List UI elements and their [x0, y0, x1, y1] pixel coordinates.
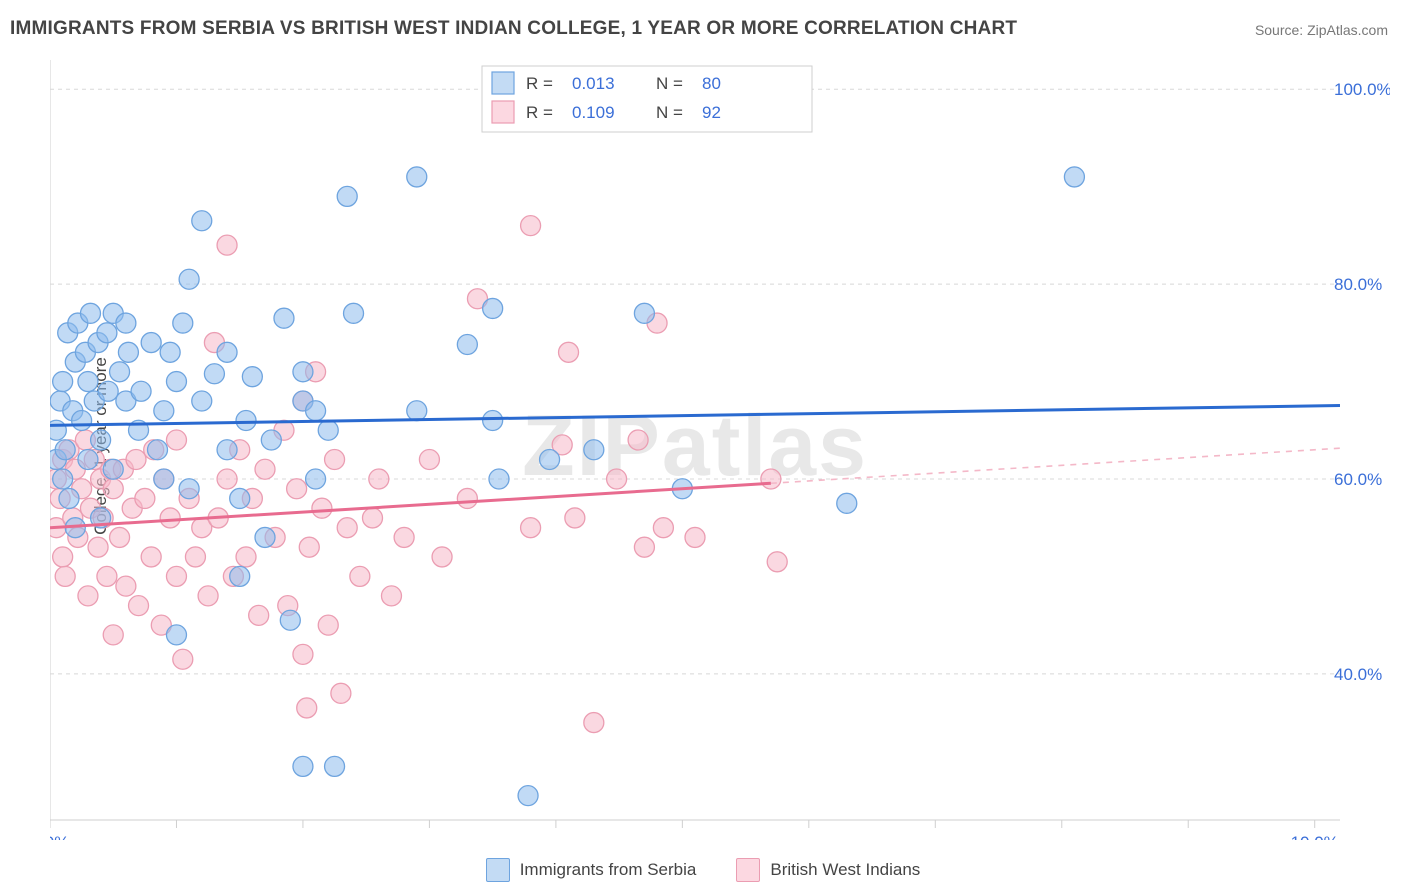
svg-text:60.0%: 60.0% [1334, 470, 1382, 489]
svg-text:80.0%: 80.0% [1334, 275, 1382, 294]
svg-text:0.0%: 0.0% [50, 833, 69, 840]
plot-area: 40.0%60.0%80.0%100.0%0.0%10.0%ZIPatlasR … [50, 60, 1390, 840]
svg-text:0.109: 0.109 [572, 103, 615, 122]
svg-text:10.0%: 10.0% [1291, 833, 1339, 840]
chart-title: IMMIGRANTS FROM SERBIA VS BRITISH WEST I… [10, 18, 1017, 40]
svg-text:R =: R = [526, 74, 553, 93]
svg-text:N =: N = [656, 74, 683, 93]
svg-text:92: 92 [702, 103, 721, 122]
legend-swatch-blue [486, 858, 510, 882]
legend-item-pink: British West Indians [736, 858, 920, 882]
svg-text:80: 80 [702, 74, 721, 93]
chart-container: IMMIGRANTS FROM SERBIA VS BRITISH WEST I… [0, 0, 1406, 892]
svg-text:N =: N = [656, 103, 683, 122]
svg-text:40.0%: 40.0% [1334, 665, 1382, 684]
legend-bottom: Immigrants from Serbia British West Indi… [0, 858, 1406, 882]
source-label: Source: ZipAtlas.com [1255, 22, 1388, 38]
legend-label-pink: British West Indians [770, 860, 920, 880]
svg-text:0.013: 0.013 [572, 74, 615, 93]
legend-swatch-pink [736, 858, 760, 882]
svg-text:100.0%: 100.0% [1334, 80, 1390, 99]
legend-item-blue: Immigrants from Serbia [486, 858, 697, 882]
svg-text:R =: R = [526, 103, 553, 122]
legend-label-blue: Immigrants from Serbia [520, 860, 697, 880]
